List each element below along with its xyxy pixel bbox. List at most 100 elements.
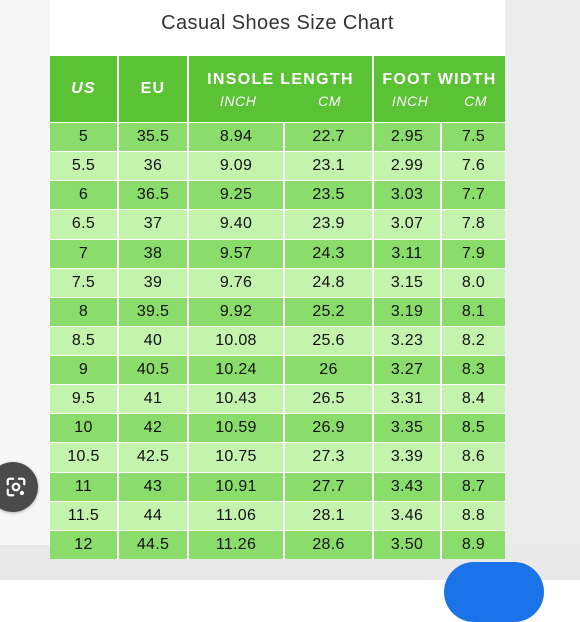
cell-insole-inch: 10.75 (188, 442, 285, 472)
insole-cm-label: CM (318, 93, 342, 109)
cell-insole-cm: 24.3 (284, 238, 374, 269)
cell-foot-inch: 3.35 (373, 413, 442, 443)
cell-foot-cm: 8.7 (441, 471, 505, 502)
table-row: 10 42 10.59 26.9 3.35 8.5 (50, 413, 505, 443)
header-foot-width: FOOT WIDTH INCH CM (373, 56, 505, 123)
cell-insole-inch: 9.25 (188, 180, 285, 210)
table-row: 11 43 10.91 27.7 3.43 8.7 (50, 471, 505, 502)
cell-insole-inch: 10.08 (188, 325, 285, 356)
table-row: 5 35.5 8.94 22.7 2.95 7.5 (50, 121, 505, 152)
table-row: 9 40.5 10.24 26 3.27 8.3 (50, 354, 505, 385)
cell-insole-cm: 25.2 (284, 296, 374, 327)
cell-eu: 37 (118, 209, 189, 239)
header-us: US (50, 56, 119, 123)
cell-eu: 42 (118, 413, 189, 443)
cell-foot-cm: 8.3 (441, 354, 505, 385)
cell-insole-inch: 10.43 (188, 384, 285, 414)
cell-us: 8.5 (50, 325, 119, 356)
table-row: 12 44.5 11.26 28.6 3.50 8.9 (50, 529, 505, 559)
cell-foot-inch: 3.23 (373, 325, 442, 356)
table-row: 8 39.5 9.92 25.2 3.19 8.1 (50, 296, 505, 327)
cell-foot-cm: 8.9 (441, 529, 505, 559)
cell-insole-cm: 23.9 (284, 209, 374, 239)
cell-foot-cm: 8.6 (441, 442, 505, 472)
cell-foot-cm: 8.2 (441, 325, 505, 356)
cell-eu: 36 (118, 151, 189, 181)
cell-insole-inch: 9.09 (188, 151, 285, 181)
cell-foot-cm: 7.9 (441, 238, 505, 269)
cell-us: 10 (50, 413, 119, 443)
cell-insole-cm: 27.7 (284, 471, 374, 502)
table-row: 11.5 44 11.06 28.1 3.46 8.8 (50, 500, 505, 531)
cell-insole-cm: 24.8 (284, 267, 374, 298)
foot-width-label: FOOT WIDTH (382, 71, 497, 88)
cell-foot-inch: 3.50 (373, 529, 442, 559)
page-margin-right (505, 0, 580, 545)
cell-foot-inch: 3.46 (373, 500, 442, 531)
cell-us: 6 (50, 180, 119, 210)
cell-insole-cm: 23.5 (284, 180, 374, 210)
cell-foot-inch: 3.07 (373, 209, 442, 239)
cell-insole-cm: 23.1 (284, 151, 374, 181)
cell-us: 7 (50, 238, 119, 269)
cell-foot-inch: 3.15 (373, 267, 442, 298)
cell-eu: 44 (118, 500, 189, 531)
cell-foot-cm: 8.4 (441, 384, 505, 414)
cell-eu: 39.5 (118, 296, 189, 327)
cell-insole-cm: 26.9 (284, 413, 374, 443)
cell-insole-inch: 11.06 (188, 500, 285, 531)
cell-eu: 42.5 (118, 442, 189, 472)
cell-insole-inch: 10.91 (188, 471, 285, 502)
size-chart-image: Casual Shoes Size Chart US EU INSOLE LEN… (50, 0, 505, 559)
cell-foot-cm: 7.8 (441, 209, 505, 239)
insole-inch-label: INCH (219, 93, 257, 109)
cell-foot-inch: 3.31 (373, 384, 442, 414)
cell-eu: 38 (118, 238, 189, 269)
table-row: 9.5 41 10.43 26.5 3.31 8.4 (50, 384, 505, 414)
cell-eu: 40.5 (118, 354, 189, 385)
cell-insole-cm: 26.5 (284, 384, 374, 414)
cell-insole-inch: 9.92 (188, 296, 285, 327)
cell-insole-cm: 28.1 (284, 500, 374, 531)
cell-eu: 43 (118, 471, 189, 502)
cell-foot-inch: 2.95 (373, 121, 442, 152)
cell-insole-cm: 27.3 (284, 442, 374, 472)
table-row: 8.5 40 10.08 25.6 3.23 8.2 (50, 325, 505, 356)
cell-us: 9 (50, 354, 119, 385)
cell-us: 11 (50, 471, 119, 502)
cell-foot-inch: 3.11 (373, 238, 442, 269)
cell-foot-cm: 7.7 (441, 180, 505, 210)
table-row: 5.5 36 9.09 23.1 2.99 7.6 (50, 151, 505, 181)
chart-title: Casual Shoes Size Chart (161, 12, 394, 34)
floating-action-button[interactable] (444, 562, 544, 622)
cell-insole-cm: 22.7 (284, 121, 374, 152)
cell-foot-inch: 2.99 (373, 151, 442, 181)
cell-us: 6.5 (50, 209, 119, 239)
cell-eu: 36.5 (118, 180, 189, 210)
cell-foot-cm: 7.5 (441, 121, 505, 152)
cell-insole-inch: 9.57 (188, 238, 285, 269)
cell-us: 11.5 (50, 500, 119, 531)
cell-foot-inch: 3.39 (373, 442, 442, 472)
cell-us: 5.5 (50, 151, 119, 181)
table-row: 7.5 39 9.76 24.8 3.15 8.0 (50, 267, 505, 298)
cell-foot-inch: 3.19 (373, 296, 442, 327)
cell-foot-inch: 3.43 (373, 471, 442, 502)
cell-insole-cm: 28.6 (284, 529, 374, 559)
cell-insole-inch: 11.26 (188, 529, 285, 559)
cell-eu: 39 (118, 267, 189, 298)
cell-us: 12 (50, 529, 119, 559)
cell-us: 10.5 (50, 442, 119, 472)
table-row: 7 38 9.57 24.3 3.11 7.9 (50, 238, 505, 269)
cell-insole-inch: 8.94 (188, 121, 285, 152)
cell-us: 5 (50, 121, 119, 152)
table-row: 6 36.5 9.25 23.5 3.03 7.7 (50, 180, 505, 210)
foot-cm-label: CM (464, 93, 488, 109)
header-eu: EU (118, 56, 189, 123)
foot-inch-label: INCH (391, 93, 429, 109)
cell-foot-cm: 8.1 (441, 296, 505, 327)
cell-us: 9.5 (50, 384, 119, 414)
cell-insole-inch: 10.24 (188, 354, 285, 385)
cell-eu: 44.5 (118, 529, 189, 559)
cell-foot-cm: 8.8 (441, 500, 505, 531)
